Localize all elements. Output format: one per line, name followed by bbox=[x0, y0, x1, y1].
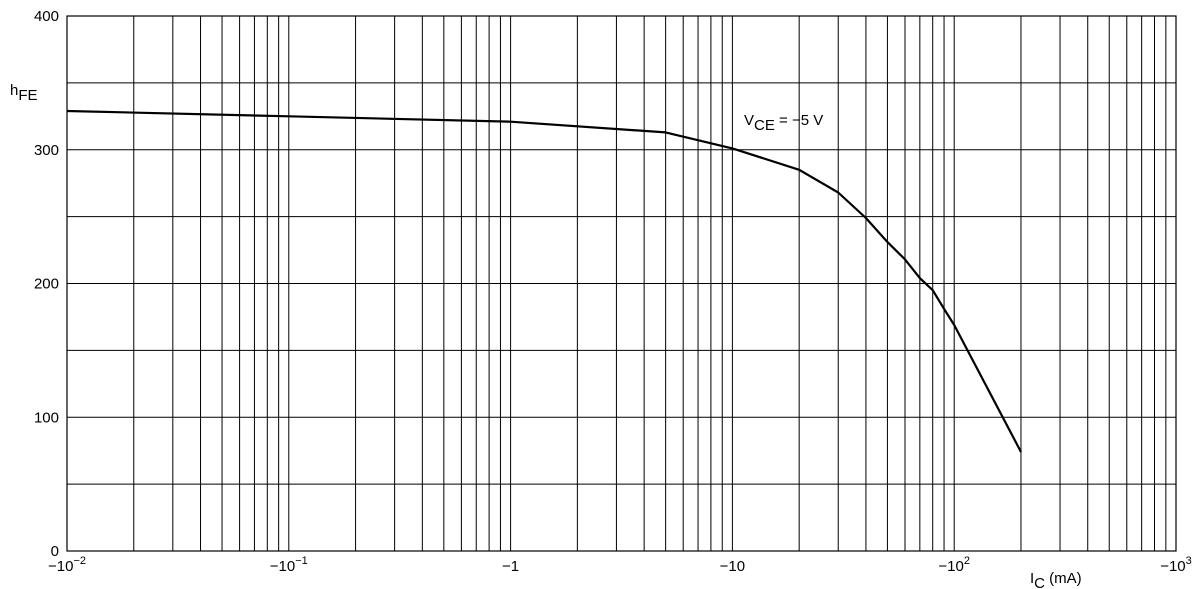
x-tick-label: −102 bbox=[938, 555, 970, 575]
y-tick-label: 200 bbox=[34, 276, 59, 293]
y-axis-label: hFE bbox=[10, 82, 38, 104]
x-tick-label: −10 bbox=[720, 558, 745, 575]
grid bbox=[67, 16, 1176, 551]
y-tick-labels: 0 100 200 300 400 bbox=[34, 8, 59, 560]
y-tick-label: 400 bbox=[34, 8, 59, 25]
x-axis-label: IC (mA) bbox=[1030, 570, 1082, 589]
plot-frame bbox=[66, 15, 1177, 552]
series-group bbox=[66, 109, 1022, 453]
y-tick-label: 100 bbox=[34, 409, 59, 426]
hfe-curve bbox=[66, 109, 1022, 453]
x-tick-label: −1 bbox=[502, 558, 519, 575]
vce-annotation: VCE = −5 V bbox=[744, 112, 823, 134]
x-tick-labels: −10−2 −10−1 −1 −10 −102 −103 bbox=[48, 555, 1192, 575]
x-tick-label: −10−2 bbox=[48, 555, 86, 575]
y-tick-label: 300 bbox=[34, 142, 59, 159]
x-tick-label: −103 bbox=[1160, 555, 1192, 575]
y-tick-label: 0 bbox=[51, 543, 59, 560]
plot-border bbox=[66, 15, 1177, 552]
x-tick-label: −10−1 bbox=[270, 555, 308, 575]
